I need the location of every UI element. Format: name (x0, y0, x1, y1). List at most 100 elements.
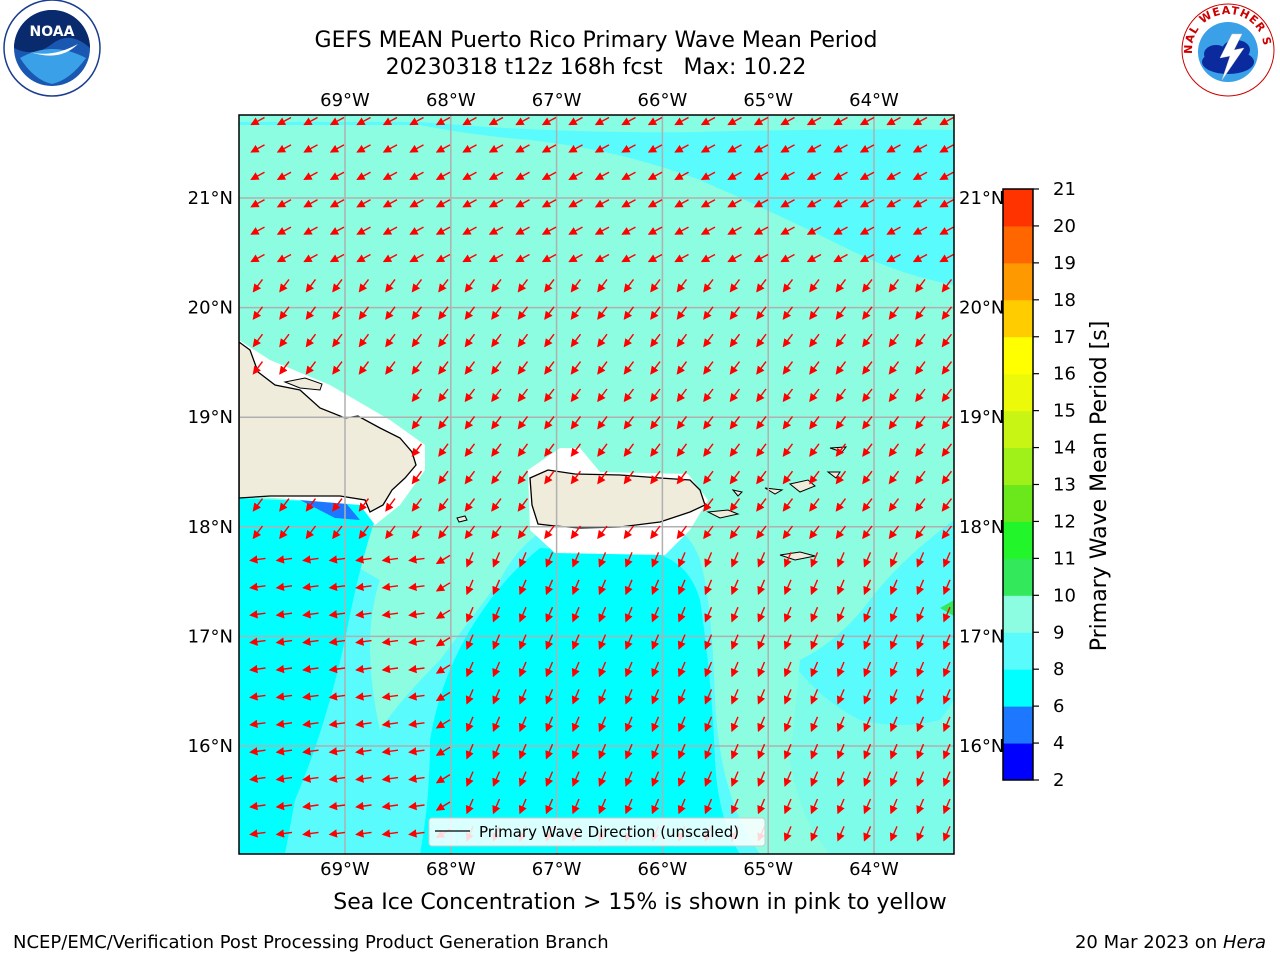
wave-arrow (275, 610, 293, 619)
wave-arrow (279, 361, 290, 375)
wave-arrow (863, 634, 872, 650)
wave-arrow (249, 555, 266, 564)
wave-arrow (783, 552, 792, 568)
wave-arrow (912, 226, 928, 235)
wave-arrow (939, 171, 954, 180)
wave-arrow (329, 253, 345, 263)
wave-arrow (276, 226, 292, 235)
wave-arrow (863, 716, 872, 733)
wave-arrow (888, 415, 900, 430)
wave-arrow (677, 689, 686, 705)
colorbar-tick-label: 20 (1053, 216, 1076, 237)
wave-arrow (408, 801, 425, 811)
wave-arrow (464, 443, 476, 457)
wave-arrow (941, 306, 953, 320)
lon-tick-top: 65°W (743, 90, 793, 111)
wave-arrow (517, 443, 529, 457)
wave-arrow (700, 171, 716, 180)
wave-arrow (727, 199, 742, 208)
wave-arrow (275, 747, 293, 756)
footer-host: Hera (1222, 932, 1266, 953)
wave-arrow (465, 716, 474, 733)
longitude-labels-bottom: 69°W 68°W 67°W 66°W 65°W 64°W (320, 859, 899, 880)
wave-arrow (408, 582, 425, 592)
wave-arrow (594, 226, 610, 235)
wave-arrow (729, 415, 741, 430)
wave-arrow (753, 253, 769, 263)
wave-arrow (570, 388, 582, 403)
wave-arrow (568, 253, 583, 263)
wave-arrow (730, 716, 739, 733)
wave-arrow (252, 361, 264, 375)
wave-arrow (809, 333, 820, 348)
lon-tick-bottom: 64°W (849, 859, 899, 880)
wave-direction-arrows (249, 116, 954, 842)
wave-arrow (783, 579, 792, 596)
wave-arrow (518, 579, 527, 596)
wave-arrow (623, 415, 635, 430)
nws-logo-icon: NATIONAL WEATHER SERVICE (1176, 0, 1275, 97)
wave-arrow (704, 552, 713, 568)
wave-arrow (674, 226, 689, 235)
wave-arrow (329, 199, 345, 208)
wave-arrow (545, 771, 554, 787)
wave-arrow (464, 388, 476, 403)
wave-arrow (438, 306, 449, 320)
wave-arrow (302, 664, 319, 674)
wave-arrow (677, 661, 686, 678)
wave-arrow (835, 525, 847, 540)
wave-arrow (544, 306, 555, 320)
wave-arrow (465, 689, 474, 705)
wave-arrow (544, 278, 555, 293)
wave-arrow (302, 747, 319, 756)
wave-arrow (730, 579, 739, 596)
wave-arrow (862, 278, 873, 293)
wave-arrow (941, 525, 953, 540)
svg-text:NOAA: NOAA (30, 24, 75, 40)
wave-arrow (597, 333, 608, 348)
wave-arrow (621, 171, 636, 180)
wave-arrow (647, 171, 663, 180)
wave-arrow (780, 199, 795, 208)
wave-arrow (328, 719, 346, 729)
wave-arrow (597, 525, 608, 540)
wave-arrow (571, 661, 580, 678)
wave-arrow (250, 144, 265, 153)
wave-arrow (518, 634, 527, 650)
wave-arrow (358, 333, 370, 348)
wave-arrow (491, 333, 502, 348)
wave-arrow (915, 361, 926, 375)
wave-arrow (756, 470, 767, 485)
wave-arrow (385, 361, 396, 375)
wave-arrow (836, 798, 845, 815)
wave-arrow (438, 443, 449, 457)
wave-arrow (941, 333, 953, 348)
wave-arrow (597, 470, 608, 485)
wave-arrow (571, 634, 580, 650)
wave-arrow (545, 579, 554, 596)
wave-arrow (409, 253, 424, 263)
map-frame (238, 114, 955, 855)
colorbar-tick-label: 2 (1053, 770, 1064, 791)
wave-arrow (757, 689, 766, 705)
wave-arrow (355, 801, 372, 811)
wave-arrow (756, 443, 767, 457)
wave-arrow (835, 498, 847, 512)
wave-arrow (518, 661, 527, 678)
wave-arrow (916, 743, 925, 760)
latitude-labels-left: 21°N 20°N 19°N 18°N 17°N 16°N (188, 188, 233, 757)
wave-arrow (863, 689, 872, 705)
wave-arrow (621, 116, 636, 126)
wave-arrow (703, 498, 714, 512)
wave-arrow (810, 606, 819, 623)
wave-arrow (650, 470, 661, 485)
colorbar-segment (1003, 484, 1033, 522)
wave-arrow (358, 278, 370, 293)
wave-arrow (651, 743, 660, 760)
wave-arrow (862, 361, 873, 375)
wave-arrow (517, 333, 529, 348)
wave-arrow (729, 470, 741, 485)
wave-arrow (942, 552, 951, 568)
wave-arrow (780, 171, 795, 180)
legend-label: Primary Wave Direction (unscaled) (479, 823, 739, 841)
